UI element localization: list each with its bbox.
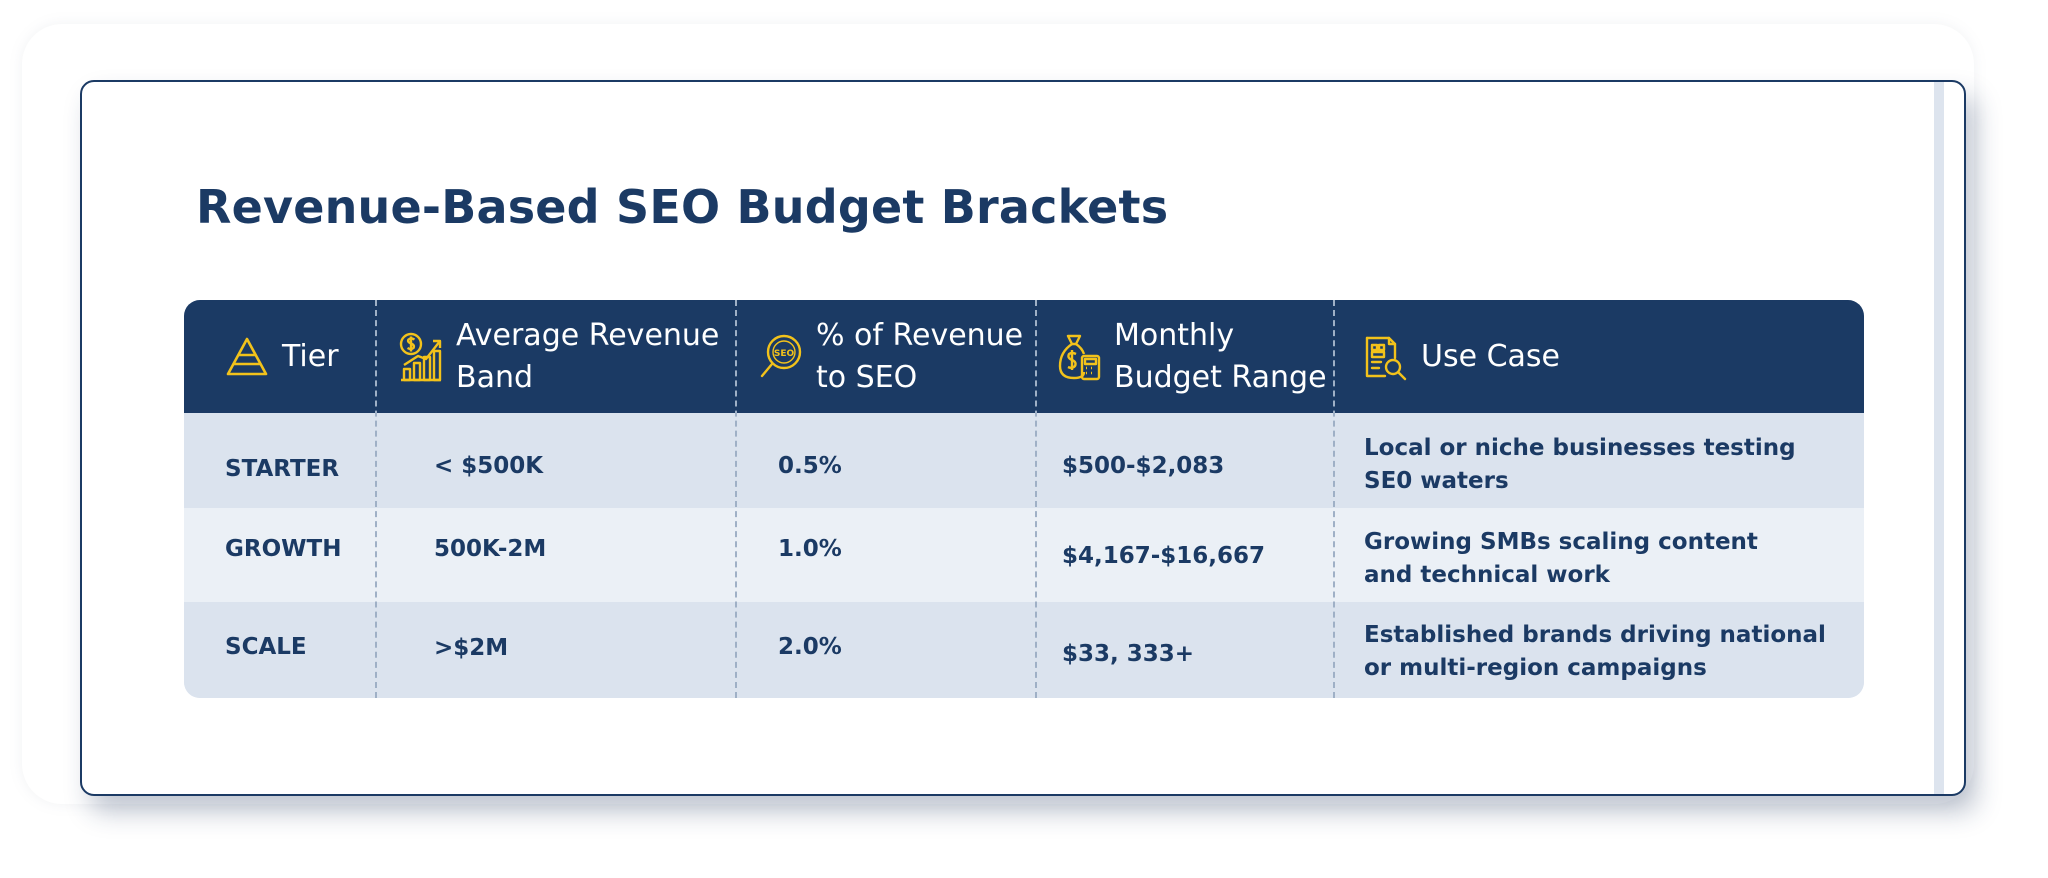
table-row [184,508,1864,602]
row-2-use-case: Growing SMBs scaling content and technic… [1364,529,1758,588]
table-header-row [184,300,1864,413]
column-divider [735,300,737,698]
row-1-use-case: Local or niche businesses testing SE0 wa… [1364,435,1796,494]
card-side-strip [1934,82,1944,794]
revenue-growth-icon [398,331,444,383]
header-percent: SEO % of Revenue to SEO [758,300,1034,413]
row-3-budget: $33, 333+ [1062,641,1195,667]
row-3-revenue-band: >$2M [434,635,509,661]
column-divider [1333,300,1335,698]
column-divider [375,300,377,698]
seo-magnifier-icon: SEO [758,332,804,382]
pyramid-icon [224,334,270,380]
document-search-icon [1363,332,1409,382]
header-budget-label: Monthly Budget Range [1114,317,1327,395]
table-row [184,413,1864,508]
column-divider [1035,300,1037,698]
header-revenue-band: Average Revenue Band [398,300,734,413]
row-2-budget: $4,167-$16,667 [1062,543,1266,569]
money-bag-calculator-icon [1056,332,1102,382]
row-3-tier: SCALE [225,634,307,660]
header-percent-label: % of Revenue to SEO [816,317,1024,395]
row-3-percent: 2.0% [778,634,842,660]
table-row [184,602,1864,698]
header-tier-label: Tier [282,338,339,374]
row-1-percent: 0.5% [778,453,842,479]
row-1-tier: STARTER [225,456,340,482]
header-use-case: Use Case [1363,300,1843,413]
row-3-use-case: Established brands driving national or m… [1364,622,1826,681]
row-2-tier: GROWTH [225,536,342,562]
svg-text:SEO: SEO [774,349,795,359]
page-title: Revenue-Based SEO Budget Brackets [196,180,1169,234]
row-2-revenue-band: 500K-2M [434,536,547,562]
budget-table: Tier Average Revenue Band [184,300,1864,698]
header-budget: Monthly Budget Range [1056,300,1332,413]
header-tier: Tier [224,300,374,413]
row-1-budget: $500-$2,083 [1062,453,1225,479]
row-2-percent: 1.0% [778,536,842,562]
row-1-revenue-band: < $500K [434,453,544,479]
header-use-case-label: Use Case [1421,338,1560,374]
header-revenue-band-label: Average Revenue Band [456,317,720,395]
